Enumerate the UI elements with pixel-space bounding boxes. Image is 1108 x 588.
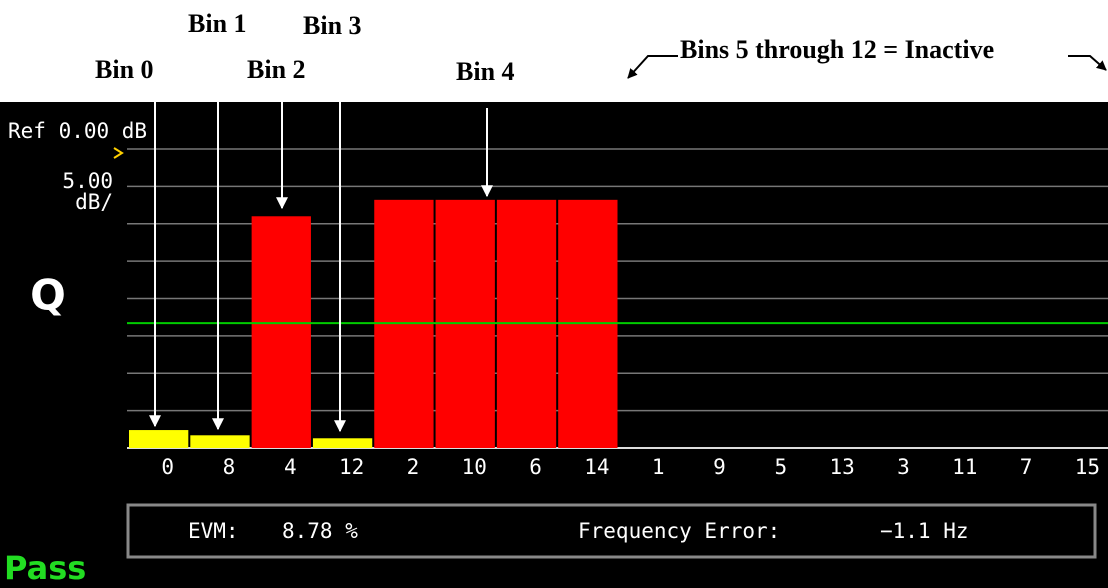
annotation: Bin 2 <box>247 55 306 84</box>
x-tick-label: 14 <box>584 455 609 479</box>
x-tick-label: 0 <box>161 455 174 479</box>
bar <box>190 435 250 448</box>
evm-value: 8.78 % <box>282 519 358 543</box>
x-tick-label: 1 <box>652 455 665 479</box>
scale-unit: dB/ <box>75 190 113 214</box>
x-tick-label: 13 <box>829 455 854 479</box>
bar <box>251 216 311 448</box>
plot: 0 8 4 12 2 10 6 14 1 9 5 13 3 11 7 15 <box>127 148 1108 479</box>
x-tick-label: 8 <box>223 455 236 479</box>
x-tick-label: 3 <box>897 455 910 479</box>
reference-level: Ref 0.00 dB <box>8 119 147 143</box>
x-tick-label: 10 <box>462 455 487 479</box>
x-tick-label: 12 <box>339 455 364 479</box>
x-tick-label: 11 <box>952 455 977 479</box>
x-tick-label: 4 <box>284 455 297 479</box>
arrow <box>1068 55 1107 71</box>
channel: Q <box>30 271 66 320</box>
annotation: Bin 0 <box>95 55 154 84</box>
arrow <box>627 55 678 79</box>
x-tick-label: 7 <box>1020 455 1033 479</box>
bar <box>312 438 373 448</box>
x-tick-label: 15 <box>1075 455 1100 479</box>
results-box <box>126 503 1097 559</box>
evm-label: EVM: <box>188 519 239 543</box>
freq-label: Frequency Error: <box>578 519 780 543</box>
x-tick-label: 5 <box>774 455 787 479</box>
annotation: Bin 3 <box>303 11 362 40</box>
annotation: Bin 4 <box>456 57 515 86</box>
annotation: Bins 5 through 12 = Inactive <box>680 35 994 64</box>
bar <box>129 430 189 448</box>
x-tick-label: 6 <box>529 455 542 479</box>
x-tick-label: 9 <box>713 455 726 479</box>
status: Pass <box>4 549 86 587</box>
arrows <box>149 95 493 433</box>
x-tick-label: 2 <box>407 455 420 479</box>
ref-marker <box>113 147 124 159</box>
freq-value: −1.1 Hz <box>880 519 969 543</box>
annotation: Bin 1 <box>188 9 247 38</box>
scale-value: 5.00 <box>62 169 113 193</box>
